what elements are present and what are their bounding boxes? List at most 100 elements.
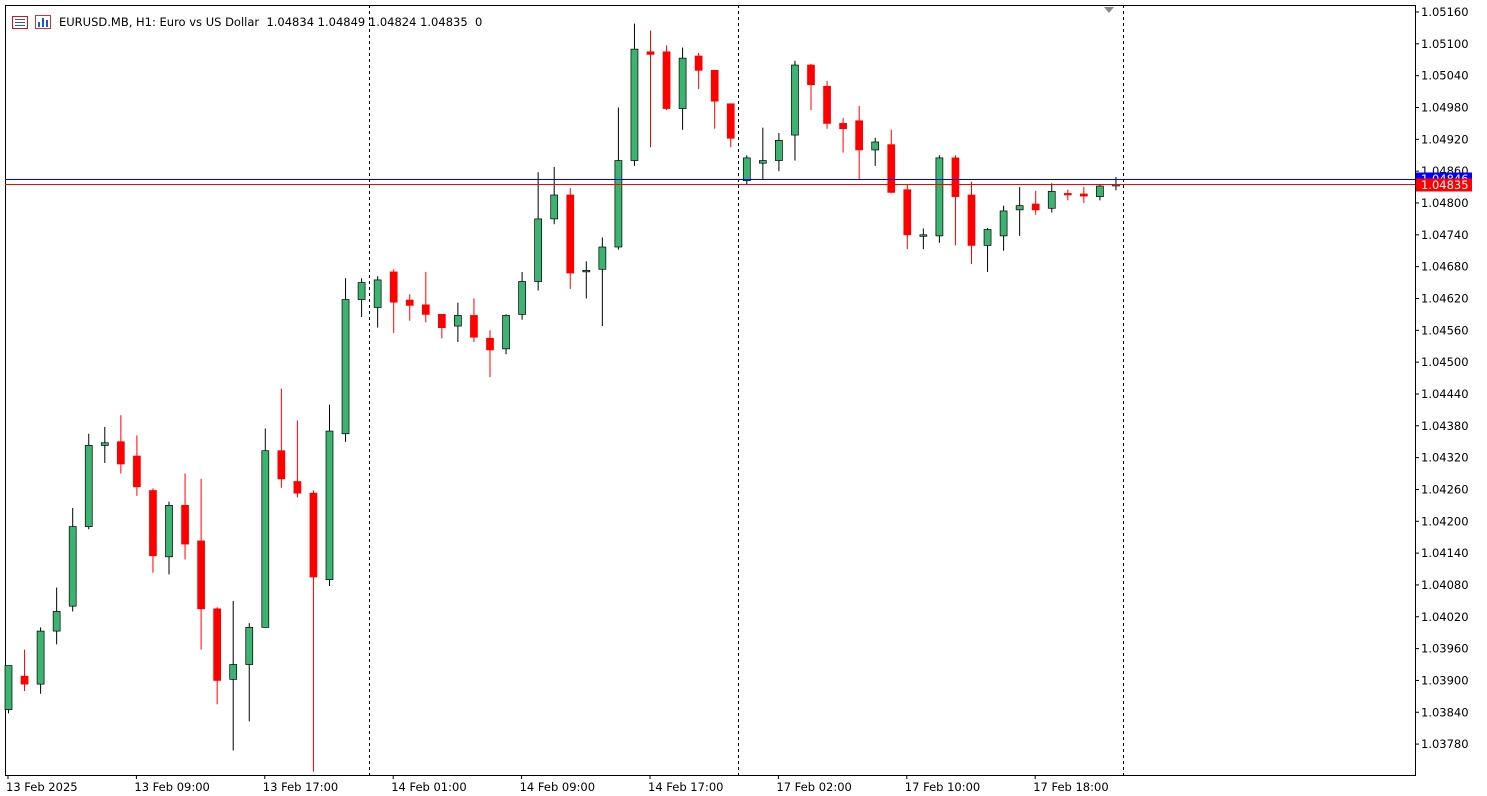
- candle-body: [100, 442, 109, 446]
- candle-body: [165, 505, 173, 558]
- candle-body: [710, 70, 719, 102]
- candle: [486, 330, 494, 377]
- candle-body: [662, 51, 671, 109]
- candle-body: [373, 279, 382, 308]
- x-tick-label: 13 Feb 17:00: [263, 780, 338, 794]
- candle-body: [999, 210, 1008, 237]
- candle-body: [726, 103, 735, 139]
- candle: [951, 155, 960, 246]
- y-tick-label: 1.04500: [1421, 355, 1469, 369]
- candle-body: [678, 57, 687, 109]
- candle-body: [309, 492, 318, 578]
- chart-menu-icon[interactable]: [12, 15, 28, 29]
- symbol-info-bar: EURUSD.MB, H1: Euro vs US Dollar 1.04834…: [12, 13, 482, 31]
- candle-body: [421, 304, 430, 315]
- candle-body: [1015, 205, 1024, 211]
- candlestick-series: [4, 23, 1120, 772]
- x-tick-label: 13 Feb 09:00: [134, 780, 209, 794]
- candle: [36, 627, 45, 694]
- candle: [855, 105, 864, 180]
- candle-body: [614, 160, 623, 248]
- candle: [405, 294, 414, 321]
- y-tick-label: 1.04620: [1421, 291, 1469, 305]
- candle-body: [550, 194, 559, 220]
- candle-body: [871, 141, 880, 151]
- candle: [261, 428, 270, 628]
- candle: [582, 261, 591, 299]
- candle: [678, 47, 687, 130]
- candle-body: [68, 526, 77, 607]
- candle: [742, 155, 751, 185]
- y-tick-label: 1.03960: [1421, 642, 1469, 656]
- candle: [967, 181, 976, 264]
- y-tick-label: 1.04980: [1421, 100, 1469, 114]
- time-axis: 13 Feb 2025 13 Feb 09:00 13 Feb 17:00 14 Fe…: [6, 775, 1109, 794]
- candle: [871, 137, 880, 166]
- candle-body: [454, 315, 462, 327]
- candle: [807, 63, 815, 111]
- candle: [983, 227, 992, 272]
- candle: [100, 426, 109, 463]
- candle: [52, 587, 61, 645]
- symbol-label: EURUSD.MB, H1:: [59, 15, 156, 29]
- candle-body: [229, 664, 238, 680]
- candle-body: [758, 160, 767, 164]
- candle: [534, 172, 543, 291]
- candle-body: [20, 675, 29, 685]
- y-tick-label: 1.04260: [1421, 482, 1469, 496]
- candle-body: [261, 450, 270, 628]
- candle: [470, 298, 478, 342]
- candle-body: [534, 218, 543, 282]
- candle-body: [919, 234, 928, 237]
- candle: [245, 623, 254, 722]
- candle: [710, 70, 719, 129]
- candle-body: [116, 441, 125, 465]
- candle: [1047, 183, 1056, 213]
- candle-body: [775, 140, 783, 161]
- candle: [20, 649, 29, 692]
- candle-body: [1063, 193, 1072, 196]
- candle: [1096, 184, 1104, 201]
- y-tick-label: 1.04080: [1421, 578, 1469, 592]
- x-tick-label: 17 Feb 02:00: [776, 780, 851, 794]
- candle-body: [582, 270, 591, 273]
- candle: [277, 388, 286, 488]
- candle: [903, 184, 912, 250]
- x-tick-label: 17 Feb 18:00: [1033, 780, 1108, 794]
- candle-body: [935, 157, 944, 237]
- y-tick-label: 1.04920: [1421, 132, 1469, 146]
- candle: [213, 607, 221, 705]
- candle-body: [389, 271, 398, 303]
- bar-chart-icon[interactable]: [35, 15, 51, 29]
- bid-price-tag: [1416, 178, 1472, 192]
- candle: [421, 271, 430, 323]
- candle: [68, 508, 77, 612]
- candle: [197, 478, 205, 650]
- candle-body: [598, 246, 607, 270]
- candle: [758, 127, 767, 180]
- candle-body: [1096, 185, 1104, 197]
- y-tick-label: 1.04200: [1421, 514, 1469, 528]
- candle-body: [438, 314, 446, 328]
- y-tick-label: 1.05100: [1421, 37, 1469, 51]
- x-tick-label: 14 Feb 01:00: [391, 780, 466, 794]
- candle-body: [181, 505, 189, 545]
- y-tick-label: 1.04740: [1421, 228, 1469, 242]
- y-tick-label: 1.04440: [1421, 387, 1469, 401]
- candle-body: [149, 490, 157, 557]
- candle: [1031, 190, 1040, 215]
- candle: [325, 404, 334, 587]
- candle-body: [566, 194, 575, 274]
- candle-body: [36, 630, 45, 685]
- x-tick-label: 14 Feb 09:00: [520, 780, 595, 794]
- candle-body: [823, 85, 831, 124]
- candle-body: [630, 48, 639, 161]
- candle: [726, 103, 735, 148]
- candle: [181, 473, 189, 560]
- candle: [919, 228, 928, 250]
- candle: [4, 665, 13, 714]
- y-tick-label: 1.05040: [1421, 69, 1469, 83]
- candle-body: [983, 229, 992, 246]
- candle: [357, 278, 366, 318]
